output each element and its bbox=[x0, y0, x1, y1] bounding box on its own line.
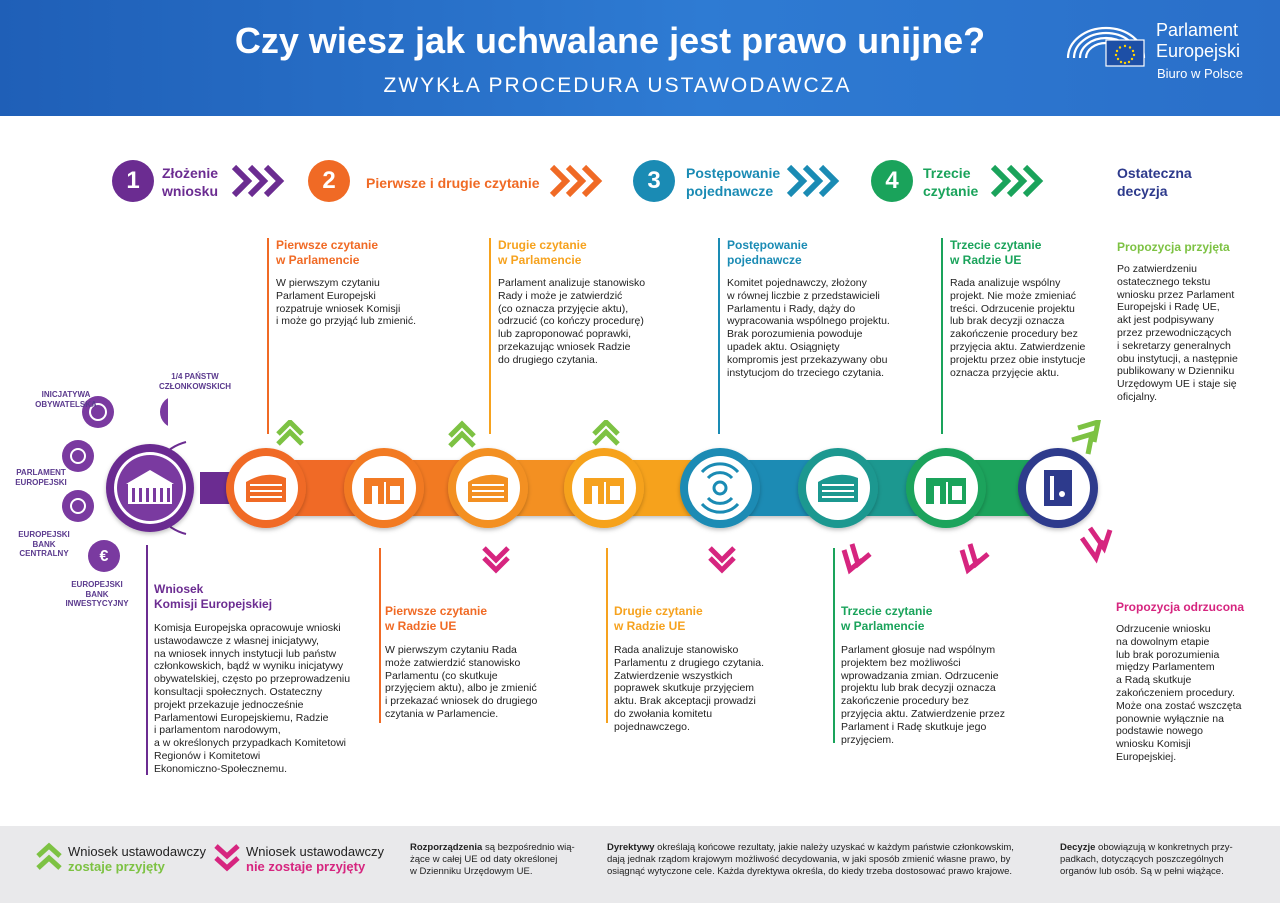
label-parliament: PARLAMENT EUROPEJSKI bbox=[15, 468, 67, 487]
block-third-council: Trzecie czytanie w Radzie UE Rada analiz… bbox=[950, 238, 1110, 379]
connector-line bbox=[267, 238, 269, 434]
procedure-timeline bbox=[106, 420, 1113, 575]
svg-text:€: € bbox=[100, 548, 109, 565]
block-text: Rada analizuje wspólny projekt. Nie może… bbox=[950, 277, 1086, 379]
legend-accepted-line2: zostaje przyjęty bbox=[68, 859, 165, 874]
note-term: Rozporządzenia bbox=[410, 842, 483, 853]
block-text: W pierwszym czytaniu Rada może zatwierdz… bbox=[385, 644, 538, 720]
connector-line bbox=[606, 548, 608, 723]
block-title: Postępowanie pojednawcze bbox=[727, 238, 808, 267]
logo-text-line3: Biuro w Polsce bbox=[1157, 66, 1243, 81]
step-3-number: 3 bbox=[633, 160, 675, 202]
european-parliament-logo[interactable]: Parlament Europejski Biuro w Polsce bbox=[1064, 16, 1264, 86]
legend-accepted-line1: Wniosek ustawodawczy bbox=[68, 844, 206, 859]
block-rejected: Propozycja odrzucona Odrzucenie wniosku … bbox=[1116, 600, 1266, 764]
connector-line bbox=[489, 238, 491, 434]
note-decisions: Decyzje obowiązują w konkretnych przy- p… bbox=[1060, 842, 1250, 878]
step-final-label: Ostateczna decyzja bbox=[1117, 165, 1192, 199]
block-text: Odrzucenie wniosku na dowolnym etapie lu… bbox=[1116, 623, 1242, 763]
legend-accepted: Wniosek ustawodawczy zostaje przyjęty bbox=[68, 844, 206, 874]
step-3-label: Postępowanie pojednawcze bbox=[686, 165, 781, 199]
parliament-hemicycle-icon bbox=[1066, 26, 1146, 67]
legend-rejected-line1: Wniosek ustawodawczy bbox=[246, 844, 384, 859]
rejected-arrow-icon bbox=[214, 844, 240, 872]
block-ep-first-reading: Pierwsze czytanie w Parlamencie W pierws… bbox=[276, 238, 456, 328]
label-ecb: EUROPEJSKI BANK CENTRALNY bbox=[18, 530, 70, 558]
block-title: Propozycja przyjęta bbox=[1117, 240, 1230, 254]
logo-text-line1: Parlament bbox=[1156, 20, 1239, 40]
step-2-label: Pierwsze i drugie czytanie bbox=[366, 175, 540, 191]
block-ep-second-reading: Drugie czytanie w Parlamencie Parlament … bbox=[498, 238, 688, 367]
block-title: Trzecie czytanie w Radzie UE bbox=[950, 238, 1042, 267]
note-term: Decyzje bbox=[1060, 842, 1096, 853]
block-title: Drugie czytanie w Parlamencie bbox=[498, 238, 587, 267]
note-text: określają końcowe rezultaty, jakie należ… bbox=[607, 842, 1014, 877]
block-title: Drugie czytanie w Radzie UE bbox=[614, 604, 703, 633]
block-conciliation: Postępowanie pojednawcze Komitet pojedna… bbox=[727, 238, 917, 379]
chevron-right-icon bbox=[786, 164, 840, 198]
step-2-number: 2 bbox=[308, 160, 350, 202]
step-1-label: Złożenie wniosku bbox=[162, 165, 219, 199]
block-text: W pierwszym czytaniu Parlament Europejsk… bbox=[276, 277, 417, 328]
block-title: Pierwsze czytanie w Parlamencie bbox=[276, 238, 379, 267]
label-member-states: 1/4 PAŃSTW CZŁONKOWSKICH bbox=[159, 372, 231, 391]
connector-line bbox=[833, 548, 835, 743]
block-text: Po zatwierdzeniu ostatecznego tekstu wni… bbox=[1117, 263, 1238, 403]
accepted-arrow-icon bbox=[36, 842, 62, 870]
footer-legend: Wniosek ustawodawczy zostaje przyjęty Wn… bbox=[0, 826, 1280, 903]
block-text: Parlament analizuje stanowisko Rady i mo… bbox=[498, 277, 646, 366]
block-text: Komitet pojednawczy, złożony w równej li… bbox=[727, 277, 890, 379]
connector-line bbox=[718, 238, 720, 434]
note-text: są bezpośrednio wią- żące w całej UE od … bbox=[410, 842, 575, 877]
chevron-right-icon bbox=[990, 164, 1044, 198]
block-title: Trzecie czytanie w Parlamencie bbox=[841, 604, 933, 633]
connector-line bbox=[941, 238, 943, 434]
step-4-label: Trzecie czytanie bbox=[923, 165, 979, 199]
note-regulations: Rozporządzenia są bezpośrednio wią- żące… bbox=[410, 842, 582, 878]
note-text: obowiązują w konkretnych przy- padkach, … bbox=[1060, 842, 1233, 877]
header-banner: Czy wiesz jak uchwalane jest prawo unijn… bbox=[0, 0, 1280, 116]
block-text: Komisja Europejska opracowuje wnioski us… bbox=[154, 622, 351, 775]
legend-rejected-line2: nie zostaje przyjęty bbox=[246, 859, 366, 874]
initiators-diagram: € bbox=[62, 396, 168, 572]
block-title: Wniosek Komisji Europejskiej bbox=[154, 582, 273, 611]
logo-text-line2: Europejski bbox=[1156, 41, 1241, 61]
block-text: Rada analizuje stanowisko Parlamentu z d… bbox=[614, 644, 764, 733]
label-eib: EUROPEJSKI BANK INWESTYCYJNY bbox=[65, 580, 129, 608]
block-text: Parlament głosuje nad wspólnym projektem… bbox=[841, 644, 1005, 746]
block-council-first-reading: Pierwsze czytanie w Radzie UE W pierwszy… bbox=[385, 604, 575, 721]
block-title: Pierwsze czytanie w Radzie UE bbox=[385, 604, 488, 633]
chevron-right-icon bbox=[549, 164, 603, 198]
page-title: Czy wiesz jak uchwalane jest prawo unijn… bbox=[234, 20, 986, 61]
legend-rejected: Wniosek ustawodawczy nie zostaje przyjęt… bbox=[246, 844, 384, 874]
connector-line bbox=[146, 545, 148, 775]
page-subtitle: ZWYKŁA PROCEDURA USTAWODAWCZA bbox=[383, 74, 852, 97]
block-commission-proposal: Wniosek Komisji Europejskiej Komisja Eur… bbox=[154, 582, 374, 776]
step-1-number: 1 bbox=[112, 160, 154, 202]
block-title: Propozycja odrzucona bbox=[1116, 600, 1245, 614]
connector-line bbox=[379, 548, 381, 723]
block-accepted: Propozycja przyjęta Po zatwierdzeniu ost… bbox=[1117, 240, 1267, 404]
block-council-second-reading: Drugie czytanie w Radzie UE Rada analizu… bbox=[614, 604, 804, 734]
note-term: Dyrektywy bbox=[607, 842, 655, 853]
step-4-number: 4 bbox=[871, 160, 913, 202]
label-citizens-initiative: INICJATYWA OBYWATELSKA bbox=[35, 390, 97, 409]
chevron-right-icon bbox=[231, 164, 285, 198]
note-directives: Dyrektywy określają końcowe rezultaty, j… bbox=[607, 842, 1047, 878]
block-third-parliament: Trzecie czytanie w Parlamencie Parlament… bbox=[841, 604, 1041, 746]
